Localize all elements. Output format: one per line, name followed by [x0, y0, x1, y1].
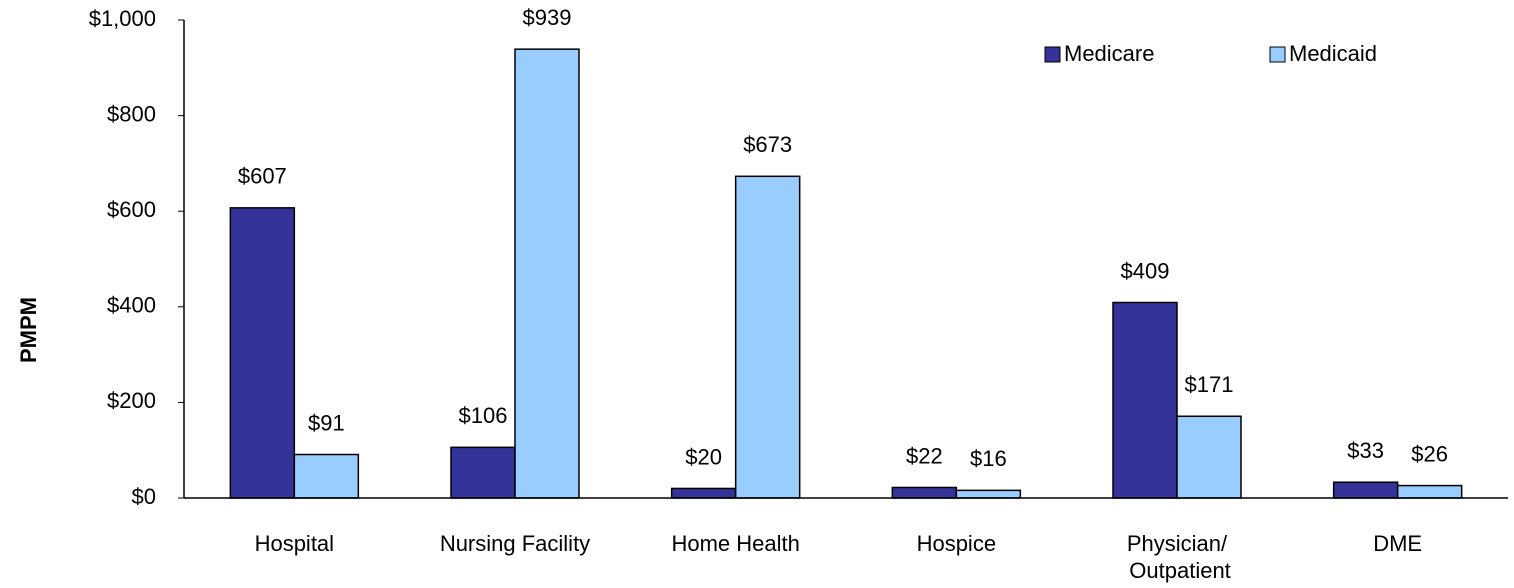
x-tick-label: Hospital [255, 531, 334, 556]
bar [670, 487, 737, 499]
bar [1112, 301, 1178, 499]
bar [734, 175, 801, 499]
bar [514, 48, 580, 499]
legend-label: Medicaid [1289, 41, 1377, 66]
value-label: $16 [970, 446, 1007, 471]
value-label: $607 [238, 164, 287, 189]
value-label: $171 [1185, 372, 1234, 397]
value-label: $26 [1411, 441, 1448, 466]
x-tick-label: Hospice [917, 531, 996, 556]
x-tick-label: Nursing Facility [440, 531, 590, 556]
value-label: $33 [1347, 438, 1384, 463]
value-label: $939 [523, 5, 572, 30]
value-label: $20 [685, 444, 722, 469]
y-tick-label: $600 [107, 197, 156, 222]
legend-label: Medicare [1064, 41, 1154, 66]
bar [1396, 484, 1463, 499]
x-tick-label: Home Health [671, 531, 799, 556]
bar [891, 486, 958, 499]
value-label: $673 [743, 132, 792, 157]
y-tick-label: $0 [132, 484, 156, 509]
bar [955, 489, 1022, 499]
y-tick-label: $1,000 [89, 6, 156, 31]
x-tick-label-line: Physician/ [1127, 531, 1228, 556]
x-tick-label-line: Outpatient [1123, 558, 1231, 583]
y-tick-label: $200 [107, 388, 156, 413]
bar [229, 207, 296, 499]
value-label: $106 [459, 403, 508, 428]
bar [1176, 415, 1242, 499]
legend-swatch [1044, 46, 1061, 63]
bar [1332, 481, 1399, 499]
x-tick-label: Physician/ Outpatient [1123, 531, 1231, 583]
y-tick-label: $800 [107, 101, 156, 126]
y-axis-label: PMPM [16, 297, 41, 363]
y-tick-label: $400 [107, 293, 156, 318]
x-tick-label: DME [1373, 531, 1422, 556]
bar [293, 453, 360, 499]
legend-swatch [1269, 46, 1286, 63]
value-label: $91 [308, 410, 345, 435]
value-label: $409 [1121, 258, 1170, 283]
bar [450, 446, 516, 499]
value-label: $22 [906, 443, 943, 468]
